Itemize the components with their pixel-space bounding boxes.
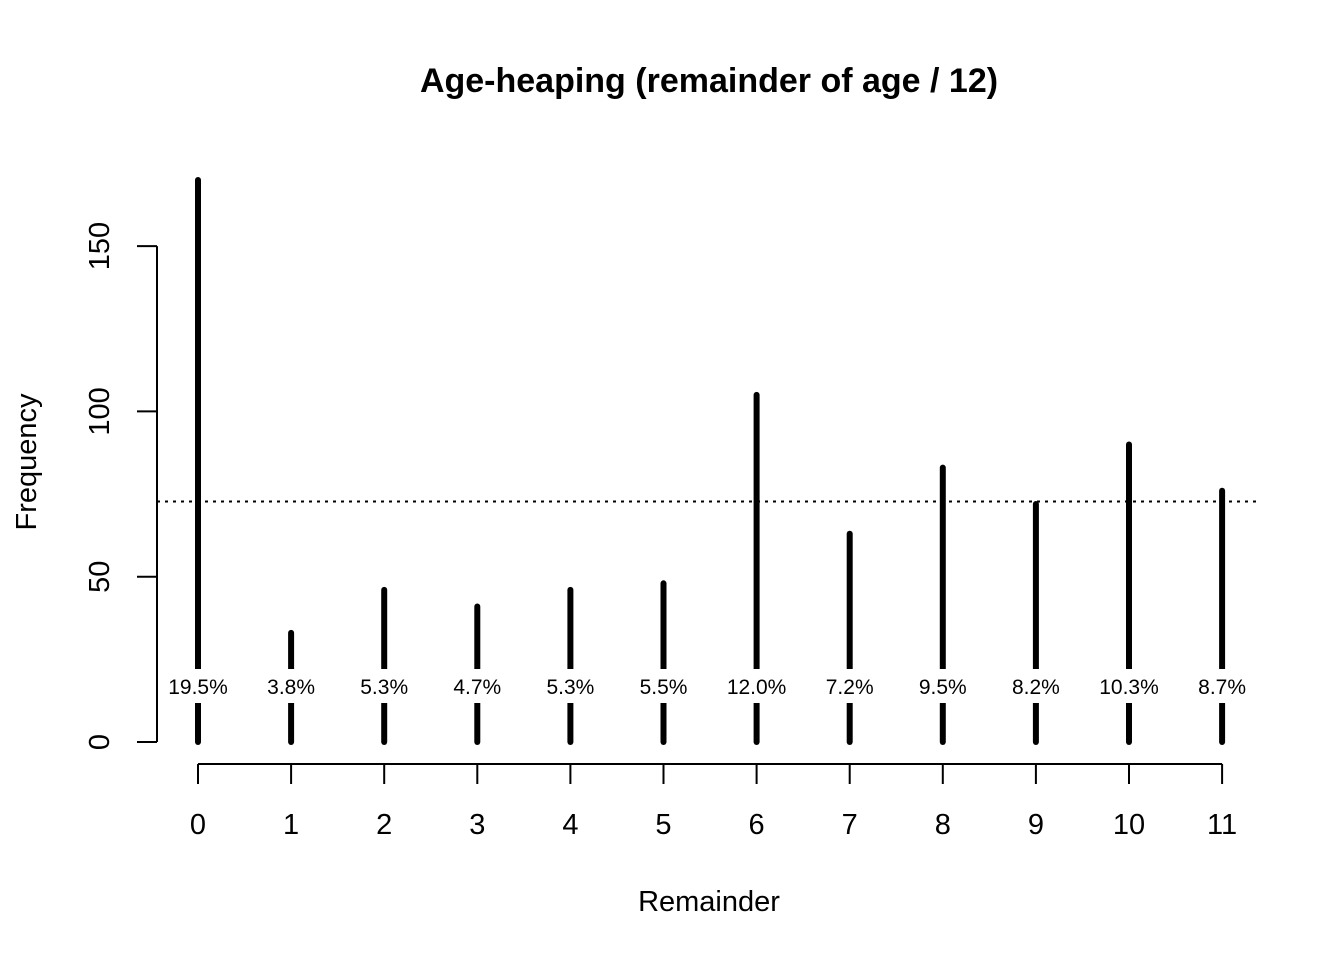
- x-tick-label: 4: [562, 809, 578, 841]
- x-tick-label: 2: [376, 809, 392, 841]
- x-tick-label: 7: [842, 809, 858, 841]
- percent-label-bg: [441, 669, 514, 703]
- percent-label-bg: [999, 669, 1072, 703]
- percent-label-bg: [1093, 669, 1165, 703]
- percent-labels-group: 19.5% 3.8% 5.3% 4.7% 5.3% 5.5% 12.0% 7.2% 9.5% 8.…: [162, 669, 1259, 703]
- percent-label-bg: [720, 669, 793, 703]
- percent-label-bg: [255, 669, 328, 703]
- percent-label-2: 5.3%: [360, 676, 408, 699]
- y-tick-label: 150: [84, 222, 116, 270]
- chart-title: Age-heaping (remainder of age / 12): [420, 62, 998, 100]
- percent-label-3: 4.7%: [453, 676, 501, 699]
- x-tick-label: 6: [749, 809, 765, 841]
- percent-label-bg: [1186, 669, 1259, 703]
- y-tick-label: 100: [84, 387, 116, 435]
- percent-label-6: 12.0%: [727, 676, 787, 699]
- y-tick-label: 50: [84, 561, 116, 593]
- percent-label-4: 5.3%: [546, 676, 594, 699]
- x-tick-label: 1: [283, 809, 299, 841]
- y-axis-title: Frequency: [11, 393, 43, 531]
- x-tick-label: 5: [655, 809, 671, 841]
- x-tick-label: 9: [1028, 809, 1044, 841]
- percent-label-0: 19.5%: [168, 676, 228, 699]
- y-tick-label: 0: [84, 734, 116, 750]
- percent-label-5: 5.5%: [640, 676, 688, 699]
- percent-label-7: 7.2%: [826, 676, 874, 699]
- percent-label-bg: [906, 669, 979, 703]
- x-tick-label: 10: [1113, 809, 1145, 841]
- percent-label-11: 8.7%: [1198, 676, 1246, 699]
- x-axis-title: Remainder: [638, 886, 780, 918]
- percent-label-bg: [627, 669, 700, 703]
- percent-label-bg: [534, 669, 607, 703]
- percent-label-10: 10.3%: [1099, 676, 1159, 699]
- bars-group: [195, 176, 1226, 745]
- percent-label-bg: [348, 669, 421, 703]
- percent-label-9: 8.2%: [1012, 676, 1060, 699]
- x-tick-label: 0: [190, 809, 206, 841]
- x-tick-label: 11: [1207, 809, 1237, 841]
- percent-label-bg: [162, 669, 234, 703]
- x-axis: 0 1 2 3 4 5 6 7 8 9 10 11: [190, 763, 1237, 841]
- y-axis: 0 50 100 150: [84, 222, 158, 750]
- percent-label-8: 9.5%: [919, 676, 967, 699]
- x-tick-label: 3: [469, 809, 485, 841]
- x-tick-label: 8: [935, 809, 951, 841]
- percent-label-1: 3.8%: [267, 676, 315, 699]
- percent-label-bg: [813, 669, 886, 703]
